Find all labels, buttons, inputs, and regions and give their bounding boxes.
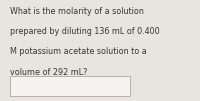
Text: M potassium acetate solution to a: M potassium acetate solution to a (10, 47, 147, 56)
Text: volume of 292 mL?: volume of 292 mL? (10, 68, 87, 77)
Text: What is the molarity of a solution: What is the molarity of a solution (10, 7, 144, 16)
FancyBboxPatch shape (10, 76, 130, 96)
Text: prepared by diluting 136 mL of 0.400: prepared by diluting 136 mL of 0.400 (10, 27, 160, 36)
